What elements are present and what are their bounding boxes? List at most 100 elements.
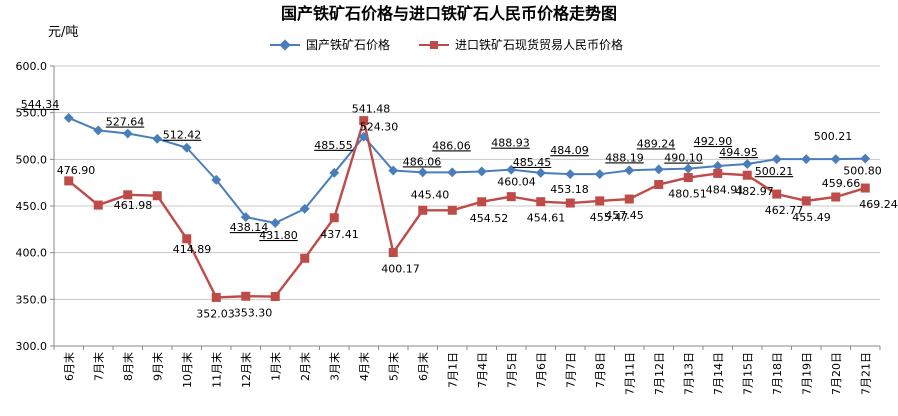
data-label-import: 455.49 bbox=[792, 211, 831, 224]
x-category-label: 7月21日 bbox=[859, 352, 872, 395]
data-label-domestic: 527.64 bbox=[106, 116, 145, 129]
x-category-label: 7月7日 bbox=[564, 352, 577, 388]
data-point-import bbox=[211, 292, 221, 302]
data-label-domestic: 494.95 bbox=[719, 146, 758, 159]
data-point-domestic bbox=[388, 165, 399, 176]
data-label-import: 469.24 bbox=[859, 198, 898, 211]
data-point-import bbox=[64, 176, 74, 186]
x-category-label: 5月末 bbox=[386, 352, 400, 381]
data-label-domestic: 485.45 bbox=[513, 156, 552, 169]
data-point-domestic bbox=[801, 154, 812, 165]
data-point-import bbox=[801, 196, 811, 206]
series-markers bbox=[63, 112, 871, 302]
data-label-domestic: 438.14 bbox=[230, 221, 269, 234]
data-point-import bbox=[831, 192, 841, 202]
data-label-domestic: 488.93 bbox=[491, 137, 530, 150]
data-label-domestic: 500.21 bbox=[814, 130, 853, 143]
x-category-label: 7月15日 bbox=[741, 352, 754, 395]
data-point-domestic bbox=[830, 154, 841, 165]
data-label-domestic: 490.10 bbox=[664, 152, 703, 165]
y-tick-label: 450.0 bbox=[16, 200, 48, 213]
data-label-domestic: 500.21 bbox=[755, 165, 794, 178]
series-line-import bbox=[67, 119, 866, 299]
x-category-label: 2月末 bbox=[298, 352, 312, 381]
unit-label: 元/吨 bbox=[48, 25, 78, 40]
data-label-domestic: 500.80 bbox=[843, 165, 882, 178]
data-label-domestic: 544.34 bbox=[21, 98, 60, 111]
data-label-import: 453.18 bbox=[550, 183, 589, 196]
data-point-domestic bbox=[299, 203, 310, 214]
data-label-domestic: 484.09 bbox=[550, 144, 589, 157]
data-point-domestic bbox=[270, 218, 281, 228]
x-category-label: 8月末 bbox=[121, 352, 135, 381]
data-point-import bbox=[388, 248, 398, 258]
data-point-import bbox=[270, 292, 280, 302]
x-category-label: 7月末 bbox=[91, 352, 105, 381]
data-point-domestic bbox=[63, 112, 74, 123]
data-point-import bbox=[860, 183, 870, 193]
data-point-import bbox=[418, 205, 428, 215]
data-point-import bbox=[772, 189, 782, 199]
data-point-import bbox=[536, 197, 546, 207]
x-category-label: 7月6日 bbox=[535, 352, 548, 388]
data-point-domestic bbox=[506, 164, 517, 175]
data-label-import: 461.98 bbox=[114, 199, 153, 212]
legend-marker-import bbox=[430, 41, 438, 49]
data-label-import: 484.91 bbox=[706, 183, 745, 196]
data-point-import bbox=[595, 196, 605, 206]
data-label-import: 482.97 bbox=[735, 185, 774, 198]
data-point-domestic bbox=[742, 159, 753, 169]
data-label-import: 414.89 bbox=[173, 243, 212, 256]
data-point-import bbox=[506, 192, 516, 202]
y-tick-label: 350.0 bbox=[16, 293, 48, 306]
data-point-domestic bbox=[211, 174, 222, 185]
data-point-domestic bbox=[624, 165, 635, 176]
data-point-domestic bbox=[712, 161, 723, 171]
data-point-domestic bbox=[122, 128, 133, 139]
data-point-domestic bbox=[93, 125, 104, 136]
y-axis-ticks: 300.0 350.0 400.0 450.0 500.0 550.0 600.0 bbox=[16, 60, 54, 353]
series-lines bbox=[67, 117, 866, 299]
data-label-import: 400.17 bbox=[381, 263, 420, 276]
data-point-domestic bbox=[565, 169, 576, 180]
data-point-import bbox=[683, 173, 693, 183]
data-label-import: 455.47 bbox=[590, 211, 629, 224]
data-point-import bbox=[152, 191, 162, 201]
gridlines bbox=[54, 65, 880, 300]
x-category-label: 6月末 bbox=[416, 352, 430, 381]
data-point-import bbox=[624, 194, 634, 204]
x-category-label: 7月11日 bbox=[623, 352, 636, 395]
x-category-label: 7月12日 bbox=[653, 352, 666, 395]
data-label-import: 352.03 bbox=[196, 307, 235, 320]
data-point-import bbox=[477, 197, 487, 207]
data-label-import: 445.40 bbox=[411, 188, 450, 201]
data-point-domestic bbox=[476, 166, 487, 177]
y-tick-label: 300.0 bbox=[16, 340, 48, 353]
data-point-import bbox=[93, 200, 103, 210]
x-category-label: 4月末 bbox=[357, 352, 371, 381]
legend-label-import: 进口铁矿石现货贸易人民币价格 bbox=[455, 37, 623, 52]
x-category-label: 7月20日 bbox=[830, 352, 843, 395]
data-point-domestic bbox=[181, 142, 192, 153]
x-category-label: 7月18日 bbox=[771, 352, 784, 395]
data-label-import: 541.48 bbox=[352, 103, 391, 116]
data-point-domestic bbox=[152, 133, 163, 144]
data-point-import bbox=[359, 116, 369, 126]
x-category-label: 6月末 bbox=[62, 352, 76, 381]
legend: 国产铁矿石价格 进口铁矿石现货贸易人民币价格 bbox=[270, 37, 623, 52]
y-tick-label: 400.0 bbox=[16, 247, 48, 260]
data-point-domestic bbox=[535, 167, 546, 178]
data-point-import bbox=[182, 234, 192, 244]
data-label-domestic: 431.80 bbox=[259, 229, 298, 242]
data-point-domestic bbox=[417, 167, 428, 178]
x-category-label: 12月末 bbox=[239, 352, 253, 388]
data-point-import bbox=[713, 168, 723, 178]
data-point-import bbox=[654, 180, 664, 190]
data-point-domestic bbox=[860, 153, 871, 164]
x-category-label: 9月末 bbox=[150, 352, 164, 381]
x-category-label: 7月8日 bbox=[594, 352, 607, 388]
y-tick-label: 500.0 bbox=[16, 153, 48, 166]
data-point-domestic bbox=[240, 212, 251, 223]
y-tick-label: 550.0 bbox=[16, 107, 48, 120]
x-category-label: 11月末 bbox=[209, 352, 223, 388]
